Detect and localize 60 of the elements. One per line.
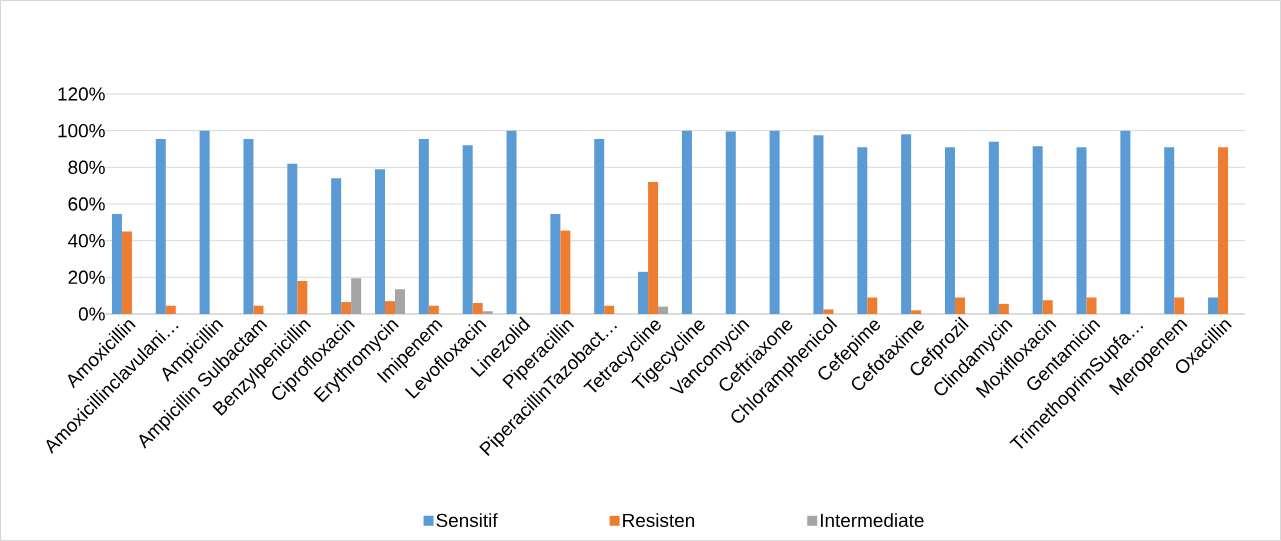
bar [658,306,669,314]
bar [506,130,517,314]
bar [395,289,405,314]
bar [385,301,395,314]
bar [1218,147,1229,314]
bar [813,135,824,314]
bar [857,147,868,314]
bar [594,138,605,314]
bar [121,231,132,314]
bar [867,297,878,314]
y-tick-label: 100% [58,123,105,138]
bar [998,303,1009,314]
bar [1174,297,1185,314]
bar [472,302,483,314]
bar [604,305,615,314]
bar [297,280,308,314]
bar [253,305,264,314]
bar [243,138,254,314]
y-tick-label: 80% [68,160,105,175]
bar [560,230,571,314]
legend-label: Sensitif [436,513,498,528]
bar [199,130,210,314]
bar [111,214,122,314]
bar [351,278,362,314]
bar [1208,297,1219,314]
bar [550,214,561,314]
bar [911,310,922,314]
bar [1120,130,1131,314]
legend-label: Resisten [623,513,694,528]
bar [1076,147,1087,314]
bar [462,145,473,314]
bar [648,181,659,314]
bar [1032,146,1043,314]
bar [341,302,352,314]
bar [287,163,298,314]
y-tick-label: 120% [58,87,105,101]
y-tick-label: 60% [68,197,105,211]
bar [331,178,342,314]
bar [681,130,692,314]
bar [725,131,736,314]
bar [954,297,965,314]
bar [1086,297,1097,314]
bar [375,169,385,314]
bar [165,305,176,314]
bar [155,138,166,314]
bar [482,311,493,314]
y-tick-label: 0% [78,307,105,321]
bar [769,130,780,314]
bar [823,309,834,314]
bar [638,271,649,314]
legend-label: Intermediate [820,513,924,528]
bar [428,305,439,314]
bar [944,147,955,314]
bar [1164,147,1175,314]
bar [1042,300,1053,314]
bar [901,134,912,314]
bar [418,138,429,314]
bar [988,141,999,314]
y-tick-label: 20% [68,270,105,285]
y-tick-label: 40% [68,233,105,248]
